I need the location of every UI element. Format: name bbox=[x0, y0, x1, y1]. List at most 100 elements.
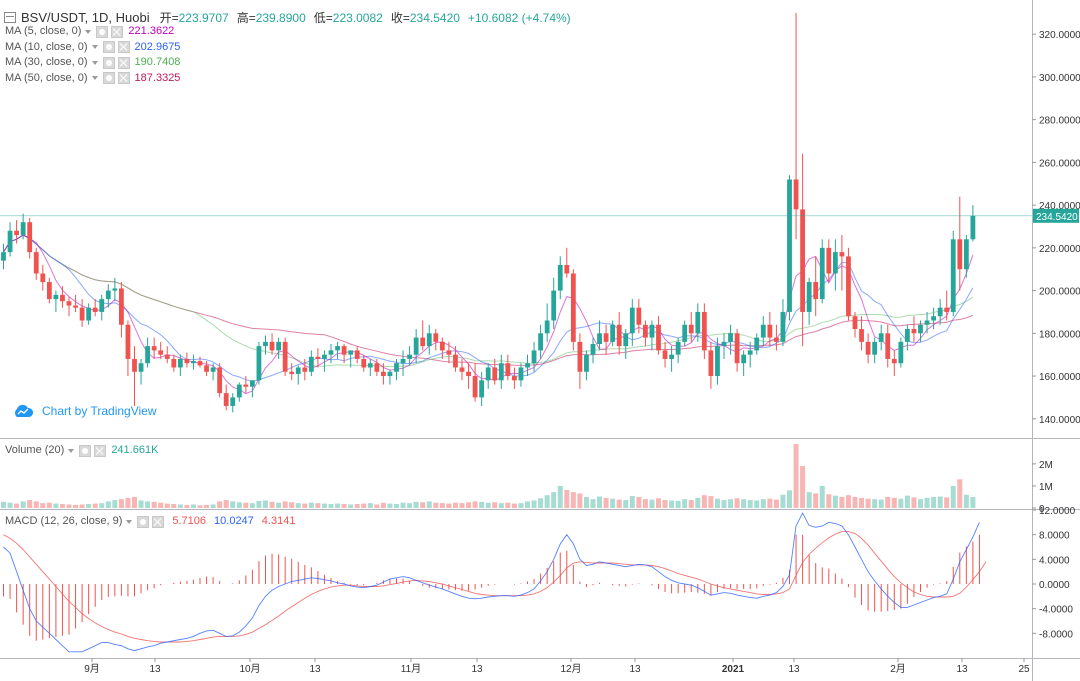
volume-bar bbox=[544, 495, 550, 508]
volume-bar bbox=[400, 502, 406, 508]
candle-body bbox=[577, 341, 583, 372]
close-icon[interactable] bbox=[117, 72, 130, 85]
macd-tick-label: 4.0000 bbox=[1039, 555, 1070, 566]
close-icon[interactable] bbox=[94, 444, 107, 457]
gear-icon[interactable] bbox=[102, 41, 115, 54]
macd-tick-label: -8.0000 bbox=[1039, 629, 1073, 640]
volume-bar bbox=[741, 499, 747, 508]
candle-body bbox=[322, 354, 327, 359]
candle-body bbox=[256, 346, 262, 381]
gear-icon[interactable] bbox=[137, 515, 150, 528]
volume-bar bbox=[963, 494, 969, 508]
volume-bar bbox=[597, 496, 603, 508]
minimize-icon[interactable] bbox=[4, 12, 16, 23]
volume-bar bbox=[426, 501, 432, 508]
candle-body bbox=[616, 324, 622, 347]
candle-body bbox=[420, 337, 426, 347]
volume-bar bbox=[970, 496, 976, 508]
volume-bar bbox=[1, 501, 6, 508]
volume-bar bbox=[754, 500, 760, 508]
candle-body bbox=[662, 350, 668, 359]
volume-bar bbox=[505, 502, 511, 508]
volume-bar bbox=[367, 503, 373, 508]
volume-bar bbox=[472, 501, 478, 508]
ma-legend-row[interactable]: MA (30, close, 0) 190.7408 bbox=[5, 55, 180, 71]
volume-bar bbox=[413, 501, 419, 508]
volume-bar bbox=[79, 504, 85, 508]
volume-legend-row[interactable]: Volume (20) 241.661K bbox=[5, 443, 158, 459]
gear-icon[interactable] bbox=[96, 25, 109, 38]
close-icon[interactable] bbox=[117, 41, 130, 54]
tradingview-watermark[interactable]: Chart by TradingView bbox=[12, 404, 157, 418]
candle-body bbox=[669, 354, 674, 359]
gear-icon[interactable] bbox=[79, 444, 92, 457]
volume-bar bbox=[629, 496, 635, 508]
ma-value: 202.9675 bbox=[134, 40, 181, 53]
candle-body bbox=[295, 367, 301, 374]
candle-body bbox=[544, 320, 550, 334]
candle-body bbox=[374, 363, 380, 372]
time-tick-label: 2月 bbox=[890, 663, 906, 675]
candle-body bbox=[86, 307, 92, 321]
price-tick-label: 240.0000 bbox=[1039, 201, 1080, 212]
high-value: 239.8900 bbox=[255, 10, 306, 25]
volume-bar bbox=[492, 502, 498, 508]
candle-body bbox=[66, 301, 72, 306]
candle-body bbox=[584, 354, 589, 372]
chevron-down-icon[interactable] bbox=[91, 60, 98, 65]
gear-icon[interactable] bbox=[102, 72, 115, 85]
volume-bar bbox=[164, 503, 170, 508]
volume-bar bbox=[918, 499, 923, 508]
gear-icon[interactable] bbox=[102, 56, 115, 69]
candle-body bbox=[27, 222, 33, 253]
candle-body bbox=[734, 333, 740, 364]
macd-tick-label: 12.0000 bbox=[1039, 506, 1076, 517]
candle-body bbox=[898, 341, 904, 364]
price-tick-label: 200.0000 bbox=[1039, 287, 1080, 298]
candle-body bbox=[243, 384, 249, 387]
chevron-down-icon[interactable] bbox=[91, 45, 98, 50]
candle-body bbox=[479, 380, 485, 398]
candle-body bbox=[145, 346, 150, 364]
ma-legend-row[interactable]: MA (5, close, 0) 221.3622 bbox=[5, 24, 180, 40]
volume-bar bbox=[92, 503, 98, 508]
ma-value: 221.3622 bbox=[128, 25, 175, 38]
volume-bar bbox=[20, 501, 26, 508]
volume-bar bbox=[839, 496, 845, 508]
candle-body bbox=[400, 358, 406, 364]
volume-bar bbox=[295, 503, 301, 508]
volume-bar bbox=[852, 496, 858, 508]
chevron-down-icon[interactable] bbox=[68, 448, 75, 453]
close-icon[interactable] bbox=[111, 25, 124, 38]
low-value: 223.0082 bbox=[332, 10, 383, 25]
candle-body bbox=[944, 307, 950, 312]
volume-bar bbox=[878, 499, 884, 508]
volume-bar bbox=[885, 496, 891, 508]
chevron-down-icon[interactable] bbox=[85, 29, 92, 34]
close-icon[interactable] bbox=[152, 515, 165, 528]
macd-legend-row[interactable]: MACD (12, 26, close, 9) 5.7106 10.0247 4.31… bbox=[5, 514, 295, 530]
candle-body bbox=[780, 311, 786, 342]
volume-bar bbox=[931, 496, 937, 508]
volume-bar bbox=[112, 500, 118, 508]
volume-bar bbox=[335, 503, 341, 508]
candle-body bbox=[518, 367, 524, 381]
candle-body bbox=[839, 252, 845, 257]
candle-body bbox=[570, 273, 576, 342]
chevron-down-icon[interactable] bbox=[126, 519, 133, 524]
ma-label: MA (10, close, 0) bbox=[5, 40, 88, 53]
ma-legend-row[interactable]: MA (10, close, 0) 202.9675 bbox=[5, 40, 180, 56]
volume-bar bbox=[498, 503, 504, 508]
chevron-down-icon[interactable] bbox=[91, 76, 98, 81]
close-icon[interactable] bbox=[117, 56, 130, 69]
candle-body bbox=[171, 358, 177, 368]
candle-body bbox=[498, 363, 504, 381]
ma-legend-row[interactable]: MA (50, close, 0) 187.3325 bbox=[5, 71, 180, 87]
candle-body bbox=[46, 282, 52, 300]
candle-body bbox=[950, 239, 956, 312]
candle-body bbox=[610, 324, 616, 342]
candle-body bbox=[695, 311, 701, 334]
volume-bar bbox=[197, 505, 203, 508]
volume-bar bbox=[688, 500, 694, 508]
